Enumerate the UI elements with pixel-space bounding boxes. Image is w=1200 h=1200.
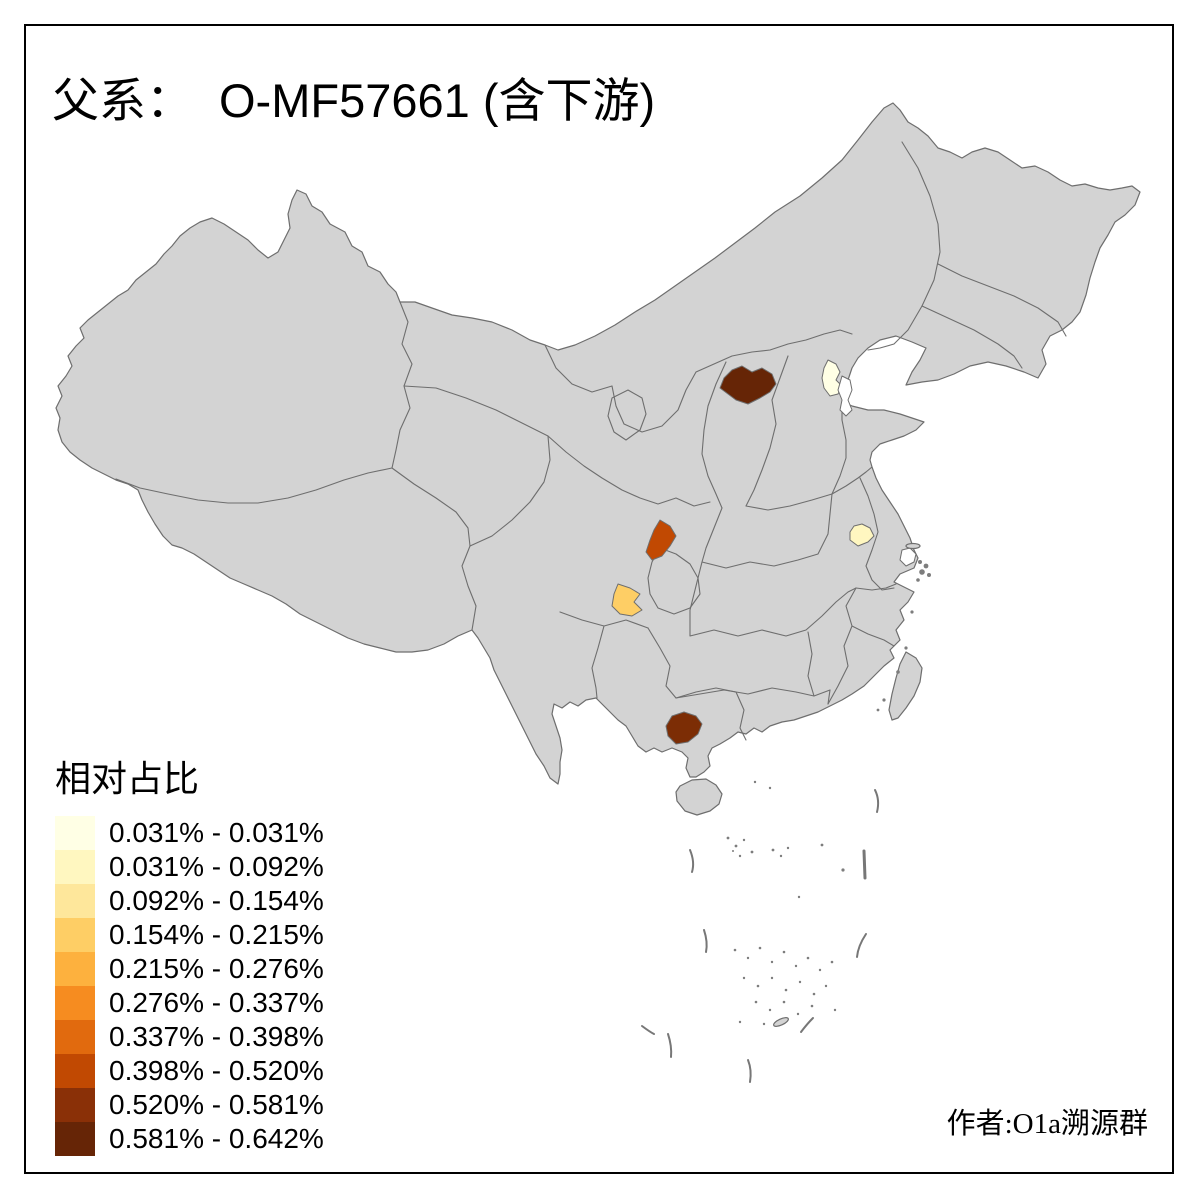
legend-label: 0.276% - 0.337%	[109, 987, 324, 1018]
border-heilongjiang-jilin	[937, 263, 1067, 337]
hainan-island	[675, 778, 723, 816]
border-qinghai-sichuan	[469, 435, 551, 547]
legend-item: 0.031% - 0.092%	[55, 850, 324, 884]
legend-swatch	[55, 1088, 95, 1122]
border-hunan-jiangxi	[807, 631, 815, 697]
border-inner-mongolia-south	[544, 329, 853, 433]
border-zhejiang-north	[855, 583, 897, 591]
border-hebei-henan-shandong	[745, 403, 847, 511]
legend-item: 0.337% - 0.398%	[55, 1020, 324, 1054]
border-hubei-hunan	[689, 561, 857, 637]
border-jiangxi-fujian	[827, 587, 857, 705]
border-shandong-south	[831, 466, 873, 495]
legend-rows: 0.031% - 0.031% 0.031% - 0.092% 0.092% - 0…	[55, 816, 324, 1156]
legend-item: 0.581% - 0.642%	[55, 1122, 324, 1156]
legend-item: 0.520% - 0.581%	[55, 1088, 324, 1122]
border-jiangsu-anhui	[859, 477, 895, 591]
legend-item: 0.215% - 0.276%	[55, 952, 324, 986]
page-title: 父系： O-MF57661 (含下游)	[52, 62, 655, 131]
province-borders	[115, 141, 1067, 741]
border-qinghai-gansu	[403, 385, 549, 437]
legend-label: 0.215% - 0.276%	[109, 953, 324, 984]
legend-swatch	[55, 884, 95, 918]
tianjin-region	[837, 375, 853, 417]
border-chongqing	[647, 547, 701, 615]
legend-label: 0.337% - 0.398%	[109, 1021, 324, 1052]
border-inner-mongolia-northeast	[867, 141, 941, 351]
legend-item: 0.092% - 0.154%	[55, 884, 324, 918]
title-prefix: 父系：	[52, 76, 193, 128]
legend-swatch	[55, 816, 95, 850]
border-tibet-sichuan	[461, 545, 477, 631]
beijing-region	[821, 359, 843, 397]
legend-swatch	[55, 1054, 95, 1088]
south-sichuan-region	[611, 583, 643, 617]
legend-label: 0.031% - 0.092%	[109, 851, 324, 882]
border-guangdong-north	[675, 687, 831, 705]
border-gansu-sichuan-shaanxi	[547, 435, 711, 507]
legend-swatch	[55, 986, 95, 1020]
china-mainland	[55, 102, 1141, 785]
border-xinjiang-tibet	[115, 467, 393, 504]
central-anhui-region	[849, 523, 875, 547]
attribution-text: 作者:O1a溯源群	[946, 1108, 1148, 1140]
southwest-guangxi-region	[665, 711, 703, 745]
title-main: O-MF57661 (含下游)	[219, 74, 656, 127]
legend-item: 0.031% - 0.031%	[55, 816, 324, 850]
highlighted-regions	[611, 359, 917, 745]
legend-swatch	[55, 1122, 95, 1156]
legend-title: 相对占比	[55, 759, 200, 799]
border-yunnan-guizhou	[591, 625, 605, 699]
islands	[641, 542, 931, 1083]
legend-label: 0.154% - 0.215%	[109, 919, 324, 950]
border-guizhou-guangxi	[647, 627, 677, 699]
north-shanxi-region	[719, 365, 777, 405]
spratly-islets	[733, 946, 837, 1027]
zhoushan-islets	[876, 560, 931, 712]
legend-label: 0.520% - 0.581%	[109, 1089, 324, 1120]
chongming-island	[905, 542, 921, 550]
legend-swatch	[55, 850, 95, 884]
legend-item: 0.154% - 0.215%	[55, 918, 324, 952]
legend-label: 0.581% - 0.642%	[109, 1123, 324, 1154]
border-shanxi-west	[701, 361, 727, 509]
legend-label: 0.092% - 0.154%	[109, 885, 324, 916]
legend-label: 0.398% - 0.520%	[109, 1055, 324, 1086]
border-ningxia	[607, 389, 647, 441]
legend: 相对占比 0.031% - 0.031% 0.031% - 0.092% 0.092…	[55, 750, 324, 1156]
border-henan-west-south	[701, 493, 833, 569]
border-zhejiang-fujian	[851, 625, 895, 647]
taiwan-island	[888, 651, 923, 721]
border-jilin-liaoning	[921, 305, 1023, 369]
paracel-islets	[726, 780, 845, 899]
legend-swatch	[55, 1020, 95, 1054]
border-tibet-qinghai	[391, 467, 471, 547]
legend-label: 0.031% - 0.031%	[109, 817, 324, 848]
border-shanxi-east	[745, 355, 789, 507]
legend-item: 0.276% - 0.337%	[55, 986, 324, 1020]
northeast-sichuan-region	[645, 519, 677, 561]
legend-swatch	[55, 918, 95, 952]
legend-swatch	[55, 952, 95, 986]
nine-dash-line	[641, 789, 880, 1083]
legend-item: 0.398% - 0.520%	[55, 1054, 324, 1088]
